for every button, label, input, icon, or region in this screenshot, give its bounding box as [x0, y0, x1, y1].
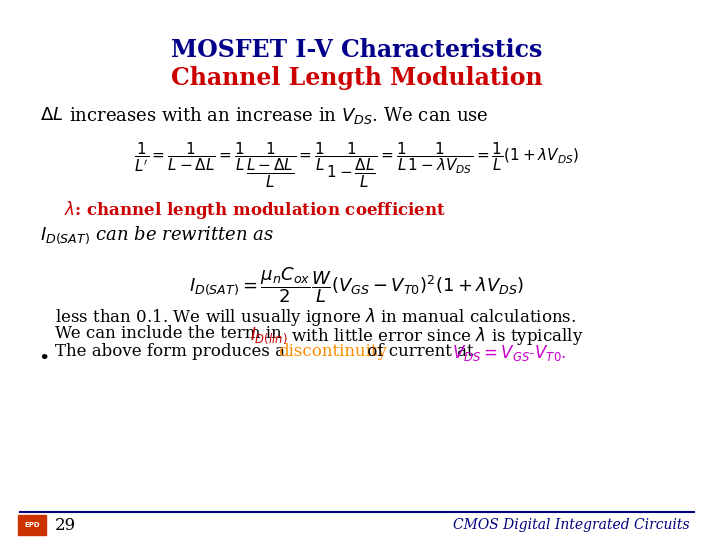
- FancyBboxPatch shape: [18, 515, 45, 535]
- Text: $\Delta L$: $\Delta L$: [40, 106, 63, 124]
- Text: discontinuity: discontinuity: [278, 343, 387, 360]
- Text: •: •: [37, 350, 49, 368]
- Text: $\dfrac{1}{L^{\prime}} = \dfrac{1}{L - \Delta L} = \dfrac{1}{L}\dfrac{1}{\dfrac{: $\dfrac{1}{L^{\prime}} = \dfrac{1}{L - \…: [135, 140, 580, 190]
- Text: of current at: of current at: [362, 343, 479, 360]
- Text: We can include the term in: We can include the term in: [55, 325, 287, 342]
- Text: MOSFET I-V Characteristics: MOSFET I-V Characteristics: [171, 38, 543, 62]
- Text: The above form produces a: The above form produces a: [55, 343, 290, 360]
- Text: $I_{D(lin)}$: $I_{D(lin)}$: [250, 325, 288, 346]
- Text: $V_{DS}=V_{GS}$-$V_{T0}$.: $V_{DS}=V_{GS}$-$V_{T0}$.: [452, 343, 567, 363]
- Text: Channel Length Modulation: Channel Length Modulation: [171, 66, 543, 90]
- Text: with little error since $\lambda$ is typically: with little error since $\lambda$ is typ…: [286, 325, 583, 347]
- Text: less than 0.1. We will usually ignore $\lambda$ in manual calculations.: less than 0.1. We will usually ignore $\…: [55, 306, 576, 328]
- Text: $I_{D(SAT)} = \dfrac{\mu_n C_{ox}}{2}\dfrac{W}{L}(V_{GS} - V_{T0})^2(1 + \lambda: $I_{D(SAT)} = \dfrac{\mu_n C_{ox}}{2}\df…: [189, 265, 525, 305]
- Text: 29: 29: [55, 516, 76, 534]
- Text: CMOS Digital Integrated Circuits: CMOS Digital Integrated Circuits: [453, 518, 689, 532]
- Text: increases with an increase in $V_{DS}$. We can use: increases with an increase in $V_{DS}$. …: [69, 105, 489, 125]
- Text: EPD: EPD: [24, 522, 40, 528]
- Text: $\lambda$: channel length modulation coefficient: $\lambda$: channel length modulation coe…: [65, 199, 446, 221]
- Text: $I_{D(SAT)}$ can be rewritten as: $I_{D(SAT)}$ can be rewritten as: [40, 224, 274, 246]
